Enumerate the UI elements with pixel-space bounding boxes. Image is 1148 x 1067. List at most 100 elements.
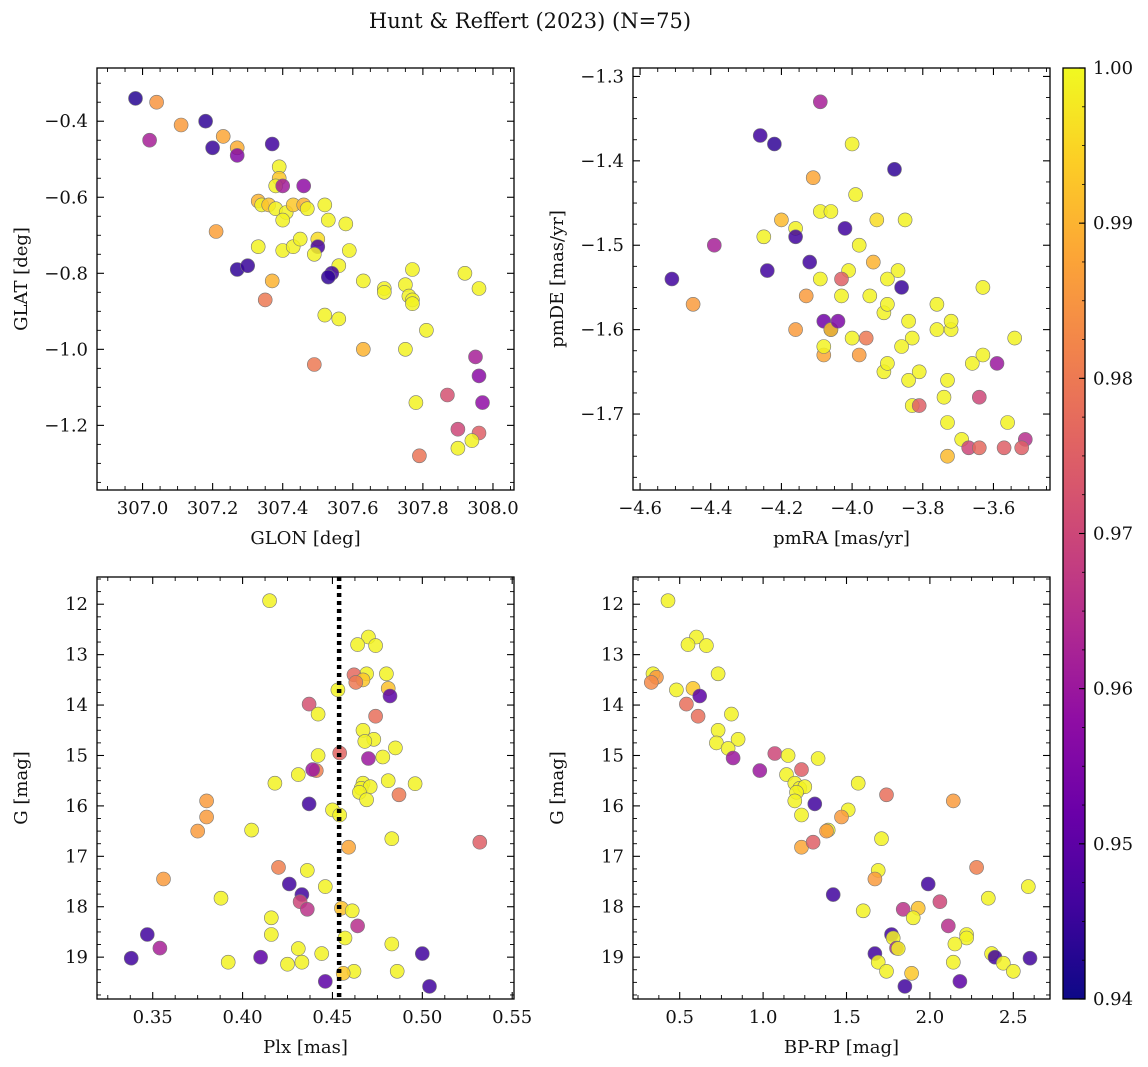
data-point	[794, 807, 809, 823]
data-point	[389, 963, 405, 979]
data-point	[805, 834, 821, 850]
data-point	[253, 949, 268, 965]
x-axis-label: pmRA [mas/yr]	[773, 528, 910, 549]
data-point	[215, 129, 231, 144]
data-point	[794, 762, 809, 777]
y-tick-label: 15	[601, 745, 624, 766]
x-tick-label: −4.4	[689, 498, 733, 519]
y-axis-label: pmDE [mas/yr]	[547, 210, 568, 348]
data-point	[807, 796, 823, 812]
scatter-points	[664, 94, 1033, 464]
data-point	[932, 894, 948, 910]
data-point	[975, 347, 991, 363]
data-point	[834, 271, 849, 287]
data-point	[855, 903, 871, 919]
data-point	[294, 954, 310, 970]
data-point	[414, 946, 430, 961]
y-tick-label: −1.2	[44, 415, 88, 436]
data-point	[257, 292, 273, 308]
data-point	[880, 296, 895, 312]
data-point	[1000, 415, 1015, 430]
data-point	[848, 187, 863, 202]
data-point	[317, 974, 333, 989]
data-point	[341, 839, 356, 855]
data-point	[468, 349, 483, 365]
data-point	[457, 265, 473, 281]
data-point	[391, 787, 407, 803]
panel-bprp-g: 0.5 1.0 1.5 2.0 2.5 12 13 14 15 16 17 18 19 BP-RP [ma…	[547, 576, 1051, 1058]
data-point	[798, 288, 814, 304]
colorbar: 0.94 0.95 0.96 0.97 0.98 0.99 1.00	[1062, 58, 1133, 1010]
y-tick-label: 19	[601, 947, 624, 968]
data-point	[897, 979, 913, 994]
data-point	[788, 229, 803, 245]
data-point	[350, 637, 365, 652]
data-point	[887, 162, 902, 177]
data-point	[305, 762, 321, 777]
plot-frame	[96, 67, 515, 491]
data-point	[471, 281, 487, 296]
data-point	[692, 688, 708, 704]
y-tick-label: −1.3	[580, 66, 624, 87]
data-point	[355, 341, 371, 357]
y-tick-label: −0.8	[44, 263, 88, 284]
x-tick-label: −3.6	[972, 498, 1016, 519]
y-axis-label: G [mag]	[547, 751, 568, 824]
y-tick-label: −1.7	[580, 404, 624, 425]
data-point	[975, 280, 991, 295]
data-point	[901, 372, 916, 388]
x-tick-label: 0.35	[133, 1007, 173, 1028]
y-tick-label: 14	[65, 695, 88, 716]
data-point	[752, 763, 768, 778]
data-point	[901, 313, 916, 329]
x-tick-label: −4.2	[760, 498, 804, 519]
y-tick-label: 16	[65, 796, 88, 817]
data-point	[905, 910, 921, 926]
y-axis-label: GLAT [deg]	[11, 227, 32, 331]
data-point	[419, 322, 434, 338]
data-point	[767, 136, 782, 152]
data-point	[263, 927, 279, 942]
data-point	[388, 740, 403, 756]
data-point	[475, 395, 490, 410]
data-point	[680, 637, 696, 652]
data-point	[858, 330, 874, 346]
x-tick-label: 0.5	[665, 1007, 694, 1028]
data-point	[897, 212, 913, 228]
x-tick-label: 0.50	[402, 1007, 442, 1028]
data-point	[407, 776, 423, 792]
data-point	[376, 284, 392, 300]
data-point	[837, 221, 853, 236]
data-point	[895, 901, 911, 917]
data-point	[943, 313, 959, 329]
data-point	[890, 263, 906, 278]
data-point	[874, 831, 889, 847]
data-point	[1014, 440, 1030, 456]
panel-pmra-pmde: −4.6 −4.4 −4.2 −4.0 −3.8 −3.6 −1.7 −1.6 −1.5 −1.4…	[547, 66, 1051, 549]
data-point	[870, 954, 886, 970]
data-point	[805, 170, 821, 185]
data-point	[995, 955, 1011, 971]
data-point	[450, 440, 466, 456]
data-point	[244, 822, 259, 838]
data-point	[263, 910, 279, 926]
y-tick-label: 17	[65, 846, 88, 867]
data-point	[664, 271, 680, 287]
data-point	[267, 775, 283, 791]
colorbar-gradient	[1063, 68, 1085, 999]
data-point	[357, 734, 373, 749]
data-point	[865, 254, 881, 270]
y-tick-label: −1.4	[580, 151, 624, 172]
data-point	[730, 731, 746, 747]
data-point	[936, 389, 952, 405]
scatter-points	[123, 577, 488, 999]
data-point	[819, 823, 834, 839]
data-point	[929, 296, 945, 312]
data-point	[952, 974, 968, 989]
data-point	[472, 834, 488, 850]
data-point	[306, 247, 322, 262]
data-point	[699, 638, 714, 653]
y-tick-label: 15	[65, 745, 88, 766]
data-point	[911, 398, 927, 413]
data-point	[940, 415, 955, 430]
